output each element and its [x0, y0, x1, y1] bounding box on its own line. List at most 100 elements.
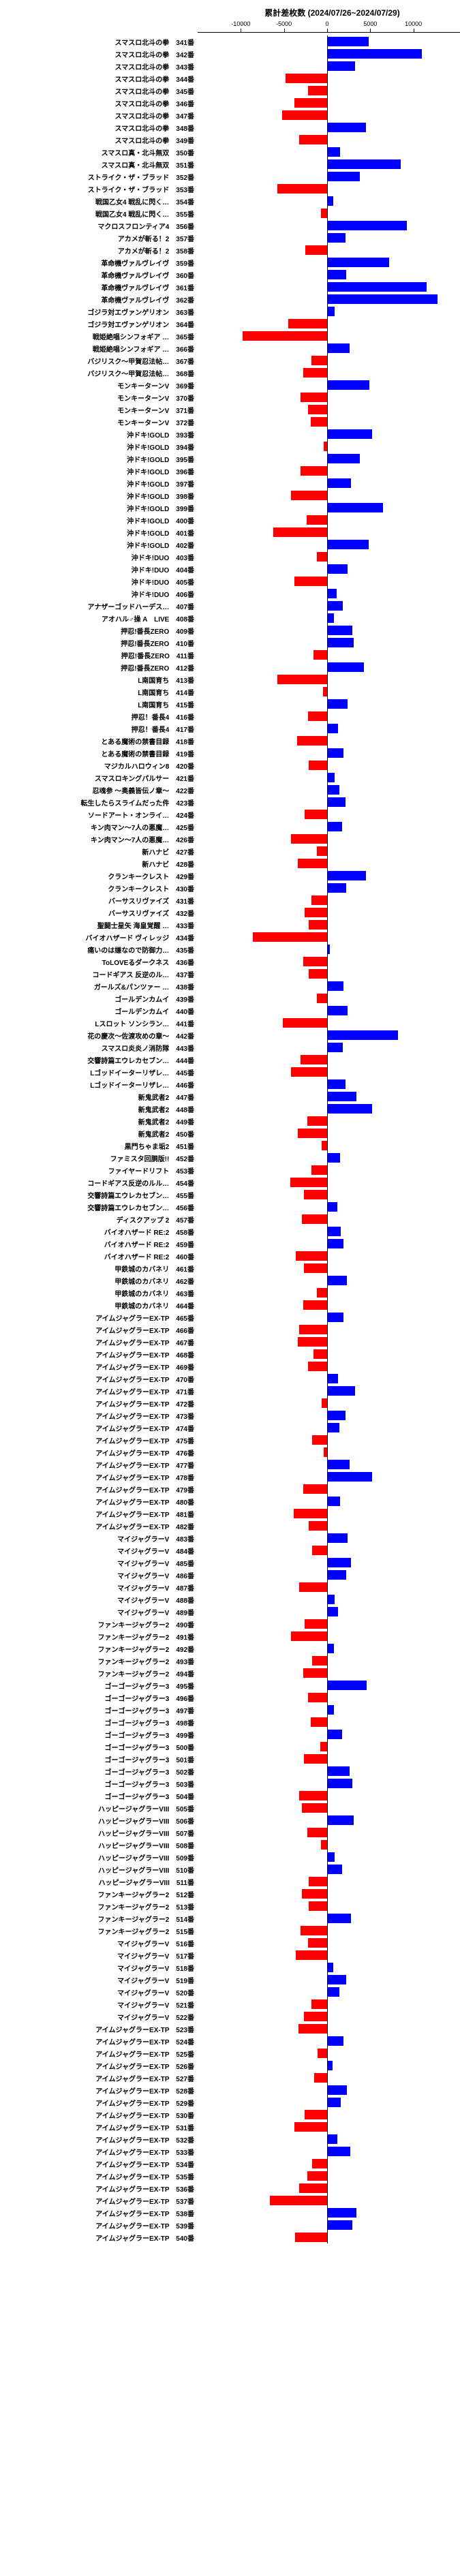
bar-area — [198, 1950, 460, 1960]
bar-area — [198, 1570, 460, 1580]
bar-area — [198, 1030, 460, 1040]
bar — [299, 1325, 327, 1334]
bar — [308, 86, 327, 95]
row-label: アイムジャグラーEX-TP 478番 — [7, 1472, 198, 1482]
row-label: ファンキージャグラー2 490番 — [7, 1619, 198, 1629]
data-row: アイムジャグラーEX-TP 523番 — [7, 2023, 460, 2035]
bar — [304, 1190, 327, 1199]
bar-area — [198, 37, 460, 46]
data-row: アイムジャグラーEX-TP 527番 — [7, 2072, 460, 2084]
data-row: 花の慶次～佐渡攻めの章～ 442番 — [7, 1029, 460, 1041]
row-label: クランキークレスト 430番 — [7, 883, 198, 893]
data-row: L南国育ち 415番 — [7, 698, 460, 710]
bar — [291, 1631, 327, 1641]
bar-area — [198, 1656, 460, 1666]
bar — [327, 1595, 335, 1604]
data-row: 甲鉄城のカバネリ 464番 — [7, 1299, 460, 1311]
data-row: 交響詩篇エウレカセブン… 444番 — [7, 1054, 460, 1066]
bar — [299, 1791, 327, 1800]
bar — [327, 2220, 352, 2230]
data-row: 甲鉄城のカバネリ 463番 — [7, 1287, 460, 1299]
row-label: 甲鉄城のカバネリ 462番 — [7, 1276, 198, 1286]
bar-area — [198, 883, 460, 893]
row-label: アイムジャグラーEX-TP 475番 — [7, 1435, 198, 1445]
bar-area — [198, 2061, 460, 2070]
data-row: バイオハザード ヴィレッジ 434番 — [7, 931, 460, 943]
bar-area — [198, 1288, 460, 1298]
data-row: ゴーゴージャグラー3 503番 — [7, 1777, 460, 1790]
bar-area — [198, 1509, 460, 1518]
row-label: 革命機ヴァルヴレイヴ 360番 — [7, 270, 198, 280]
bar — [327, 221, 407, 230]
bar — [327, 822, 342, 831]
bar-area — [198, 356, 460, 365]
data-row: 聖闘士星矢 海皇覚醒 … 433番 — [7, 919, 460, 931]
data-row: アオハル♂操 A LIVE 408番 — [7, 612, 460, 624]
data-row: 戦国乙女4 戦乱に閃く… 355番 — [7, 207, 460, 219]
bar-area — [198, 454, 460, 463]
bar — [321, 209, 327, 218]
bar — [311, 1165, 327, 1175]
bar-area — [198, 184, 460, 194]
row-label: ハッピージャグラーVIII 508番 — [7, 1840, 198, 1850]
bar-area — [198, 1938, 460, 1948]
bar — [321, 1840, 327, 1850]
bar-area — [198, 1779, 460, 1788]
bar — [327, 503, 383, 512]
row-label: 黒門ちゃま垢2 451番 — [7, 1141, 198, 1151]
row-label: ゴーゴージャグラー3 503番 — [7, 1779, 198, 1789]
row-label: アイムジャグラーEX-TP 532番 — [7, 2134, 198, 2145]
bar-area — [198, 773, 460, 782]
bar — [327, 2085, 347, 2095]
row-label: アイムジャグラーEX-TP 537番 — [7, 2196, 198, 2206]
row-label: アイムジャグラーEX-TP 482番 — [7, 1521, 198, 1531]
row-label: ゴーゴージャグラー3 496番 — [7, 1693, 198, 1703]
bar — [307, 515, 327, 525]
row-label: アイムジャグラーEX-TP 534番 — [7, 2159, 198, 2169]
bar — [298, 2024, 327, 2034]
bar — [309, 1521, 327, 1531]
row-label: アイムジャグラーEX-TP 466番 — [7, 1325, 198, 1335]
row-label: マイジャグラーV 521番 — [7, 1999, 198, 2010]
bar-area — [198, 1349, 460, 1359]
row-label: アイムジャグラーEX-TP 480番 — [7, 1497, 198, 1507]
row-label: バジリスク～甲賀忍法帖… 367番 — [7, 356, 198, 366]
bar — [311, 1717, 327, 1727]
bar-area — [198, 1803, 460, 1813]
bar-area — [198, 1631, 460, 1641]
data-row: スマスロ炎炎ノ消防隊 443番 — [7, 1041, 460, 1054]
bar-area — [198, 981, 460, 991]
bar — [277, 675, 327, 684]
row-label: ハッピージャグラーVIII 510番 — [7, 1865, 198, 1875]
data-row: マイジャグラーV 489番 — [7, 1606, 460, 1618]
data-row: 交響詩篇エウレカセブン… 455番 — [7, 1189, 460, 1201]
data-row: ハッピージャグラーVIII 507番 — [7, 1826, 460, 1839]
row-label: 沖ドキ!DUO 405番 — [7, 577, 198, 587]
row-label: アイムジャグラーEX-TP 530番 — [7, 2110, 198, 2120]
bar — [327, 589, 337, 598]
bar — [327, 1533, 348, 1543]
bar — [314, 2073, 327, 2083]
data-row: ファンキージャグラー2 493番 — [7, 1655, 460, 1667]
row-label: マイジャグラーV 484番 — [7, 1546, 198, 1556]
axis-tick-label: -10000 — [231, 20, 250, 27]
data-row: アイムジャグラーEX-TP 533番 — [7, 2145, 460, 2158]
bar — [318, 2049, 327, 2058]
data-row: 新鬼武者2 448番 — [7, 1103, 460, 1115]
row-label: アイムジャグラーEX-TP 471番 — [7, 1386, 198, 1396]
bar — [308, 405, 327, 414]
data-row: マイジャグラーV 522番 — [7, 2010, 460, 2023]
data-row: アイムジャグラーEX-TP 469番 — [7, 1360, 460, 1373]
bar — [299, 2183, 327, 2193]
bar-area — [198, 1141, 460, 1150]
row-label: ハッピージャグラーVIII 511番 — [7, 1877, 198, 1887]
bar-area — [198, 466, 460, 476]
row-label: コードギアス反逆のルル… 454番 — [7, 1178, 198, 1188]
row-label: ゴーゴージャグラー3 501番 — [7, 1754, 198, 1764]
axis-tick — [284, 29, 285, 32]
row-label: スマスロ北斗の拳 343番 — [7, 61, 198, 72]
row-label: アイムジャグラーEX-TP 535番 — [7, 2171, 198, 2181]
row-label: ハッピージャグラーVIII 507番 — [7, 1828, 198, 1838]
bar — [327, 1092, 356, 1101]
bar-area — [198, 687, 460, 696]
